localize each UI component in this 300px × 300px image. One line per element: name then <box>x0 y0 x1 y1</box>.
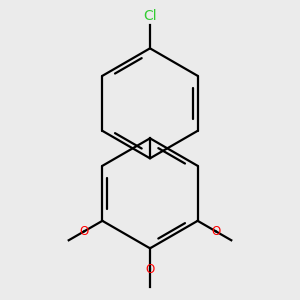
Text: O: O <box>80 225 89 238</box>
Text: Cl: Cl <box>143 9 157 23</box>
Text: O: O <box>146 263 154 276</box>
Text: O: O <box>211 225 220 238</box>
